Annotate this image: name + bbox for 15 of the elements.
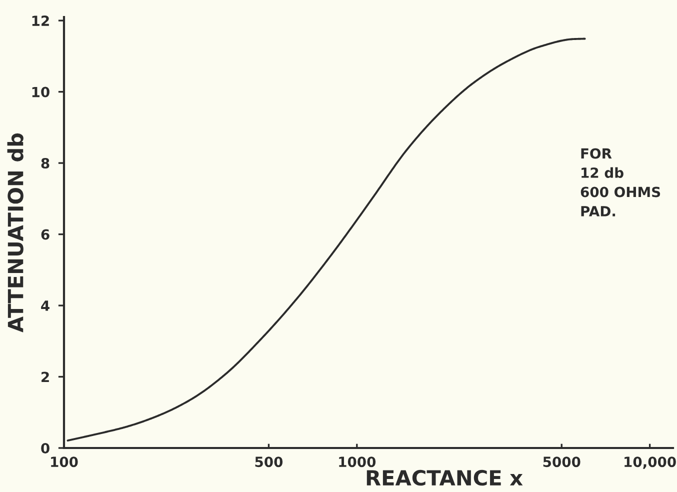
x-tick-label: 500: [255, 456, 283, 468]
y-axis-title: ATTENUATION db: [7, 133, 24, 332]
annotation: FOR 12 db 600 OHMS PAD.: [580, 148, 660, 216]
y-tick-label: 8: [41, 158, 50, 169]
x-axis-title: REACTANCE x: [366, 470, 523, 486]
x-tick-label: 10,000: [624, 456, 676, 469]
y-tick-label: 10: [32, 86, 50, 98]
x-tick-label: 1000: [339, 456, 376, 468]
y-tick-label: 2: [42, 372, 49, 382]
x-tick-label: 100: [51, 456, 78, 468]
x-tick-label: 5000: [543, 456, 580, 468]
y-tick-label: 0: [41, 442, 50, 454]
y-tick-label: 6: [41, 229, 50, 240]
y-tick-label: 12: [32, 16, 49, 26]
y-tick-label: 4: [41, 300, 50, 311]
